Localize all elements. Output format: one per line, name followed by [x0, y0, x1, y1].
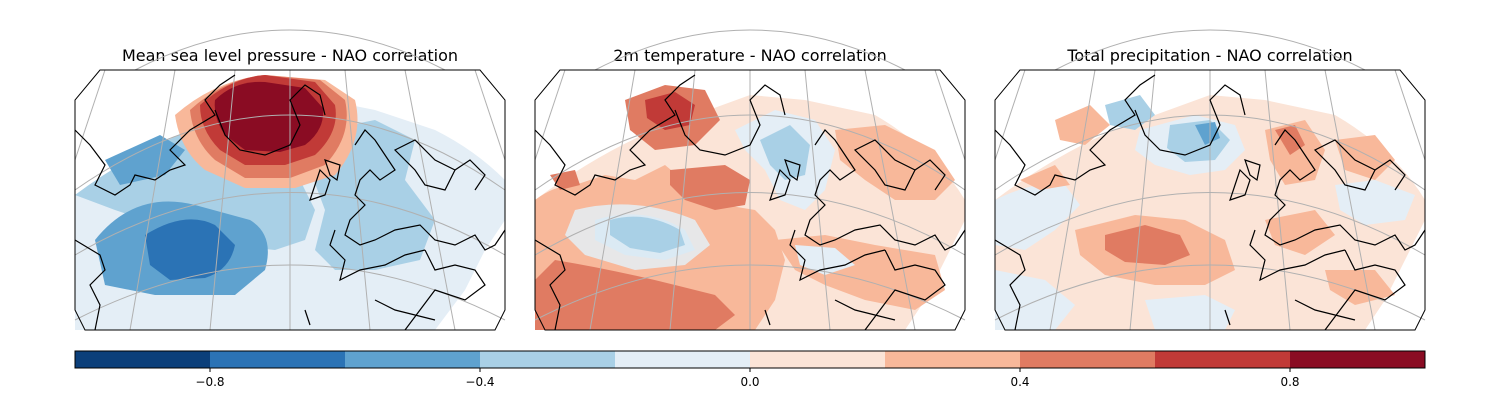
colorbar-bin: [480, 351, 616, 368]
map-boundary-mslp: [74, 69, 506, 331]
map-panel-t2m: [534, 29, 966, 331]
colorbar-ticks: −0.8 −0.4 0.0 0.4 0.8: [195, 368, 1300, 389]
colorbar-bin: [1290, 351, 1426, 368]
field-tp-orange-nw: [1055, 105, 1110, 145]
colorbar-frame: [74, 350, 1426, 369]
field-tp-blue-sw: [995, 270, 1075, 330]
map-panels: [74, 29, 1426, 331]
field-mslp-blue-nw: [105, 135, 185, 185]
panel-title-t2m: 2m temperature - NAO correlation: [613, 46, 887, 65]
gridlines-tp: [994, 29, 1426, 331]
field-t2m-blue-med: [795, 245, 855, 275]
field-tp-orange-nw2: [1020, 165, 1070, 190]
field-mslp-red-core: [214, 81, 324, 152]
colorbar-bin: [615, 351, 751, 368]
field-tp-blue-east: [1335, 180, 1415, 225]
colorbar-tick-label: −0.4: [465, 375, 494, 389]
field-tp-red-center: [1105, 225, 1190, 265]
panel-title-mslp: Mean sea level pressure - NAO correlatio…: [121, 46, 459, 65]
colorbar-bin: [1155, 351, 1291, 368]
colorbar-tick-label: 0.4: [1010, 375, 1029, 389]
coastlines-tp: [994, 74, 1426, 331]
field-t2m-blue-scand-in: [760, 125, 810, 180]
map-boundary-t2m: [534, 69, 966, 331]
colorbar-bin: [210, 351, 346, 368]
colorbar-tick-label: 0.0: [740, 375, 759, 389]
panel-title-tp: Total precipitation - NAO correlation: [1067, 46, 1353, 65]
coastlines-t2m: [534, 74, 966, 331]
colorbar-bin: [750, 351, 886, 368]
colorbar-bin: [885, 351, 1021, 368]
field-mslp-blue-core: [145, 219, 235, 280]
field-tp-orange-se: [1325, 270, 1395, 305]
map-panel-mslp: [74, 29, 506, 331]
colorbar-tick-label: 0.8: [1280, 375, 1299, 389]
field-t2m-red-south: [535, 260, 735, 330]
coastlines-mslp: [74, 74, 506, 331]
field-tp-blue-green: [1105, 95, 1155, 130]
colorbar-bins: [75, 351, 1426, 368]
field-t2m-red-mid: [670, 165, 750, 210]
map-panel-tp: [994, 29, 1426, 331]
field-tp-blue-nordic-core: [1195, 122, 1220, 145]
field-t2m-blue-in: [610, 216, 685, 253]
colorbar-bin: [345, 351, 481, 368]
colorbar-bin: [1020, 351, 1156, 368]
gridlines-mslp: [74, 29, 506, 331]
field-tp-red-scand: [1275, 125, 1305, 155]
colorbar-bin: [75, 351, 211, 368]
field-tp-blue-s: [1145, 295, 1235, 330]
colorbar-tick-label: −0.8: [195, 375, 224, 389]
map-boundary-tp: [994, 69, 1426, 331]
field-tp-blue-w: [995, 184, 1080, 250]
field-t2m-orange-east: [835, 125, 955, 200]
field-t2m-red-core: [645, 92, 695, 130]
